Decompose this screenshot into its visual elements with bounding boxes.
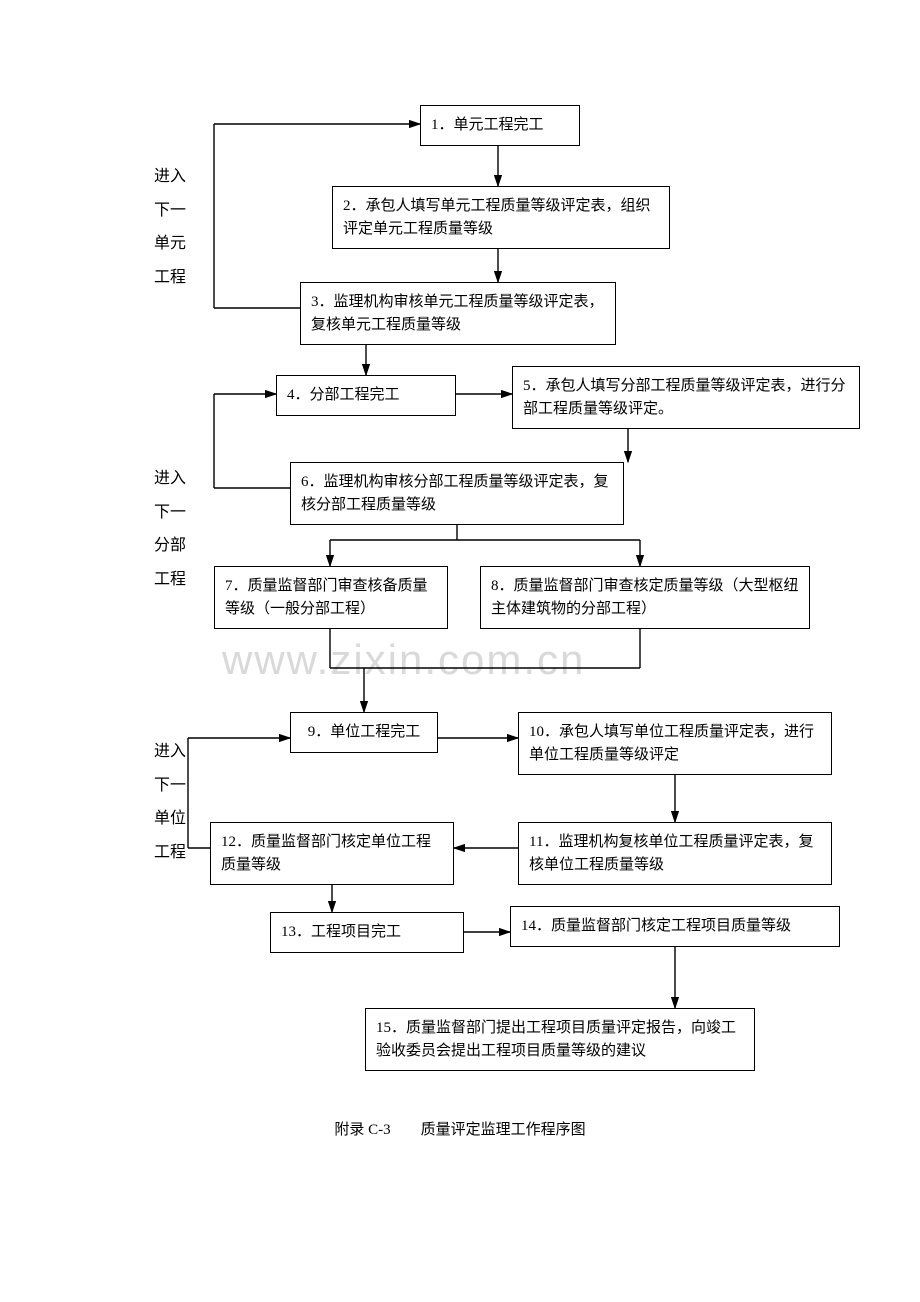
node-5: 5．承包人填写分部工程质量等级评定表，进行分部工程质量等级评定。 [512,366,860,429]
side-label-line: 单位 [154,802,186,836]
side-label-line: 下一 [154,194,186,228]
side-label-unit: 进入 下一 单元 工程 [154,160,186,294]
side-label-line: 工程 [154,836,186,870]
side-label-line: 工程 [154,563,186,597]
side-label-line: 进入 [154,160,186,194]
side-label-line: 下一 [154,496,186,530]
node-3: 3．监理机构审核单元工程质量等级评定表，复核单元工程质量等级 [300,282,616,345]
side-label-section: 进入 下一 分部 工程 [154,462,186,596]
side-label-line: 进入 [154,735,186,769]
side-label-line: 进入 [154,462,186,496]
node-12: 12．质量监督部门核定单位工程质量等级 [210,822,454,885]
side-label-line: 单元 [154,227,186,261]
figure-caption: 附录 C-3 质量评定监理工作程序图 [0,1118,920,1139]
side-label-line: 工程 [154,261,186,295]
side-label-line: 分部 [154,529,186,563]
node-14: 14．质量监督部门核定工程项目质量等级 [510,906,840,947]
node-11: 11．监理机构复核单位工程质量评定表，复核单位工程质量等级 [518,822,832,885]
node-7: 7．质量监督部门审查核备质量等级（一般分部工程） [214,566,448,629]
watermark-text: www.zixin.com.cn [222,636,585,684]
node-8: 8．质量监督部门审查核定质量等级（大型枢纽主体建筑物的分部工程） [480,566,810,629]
side-label-line: 下一 [154,769,186,803]
node-15: 15．质量监督部门提出工程项目质量评定报告，向竣工验收委员会提出工程项目质量等级… [365,1008,755,1071]
node-4: 4．分部工程完工 [276,375,456,416]
node-2: 2．承包人填写单元工程质量等级评定表，组织评定单元工程质量等级 [332,186,670,249]
node-10: 10．承包人填写单位工程质量评定表，进行单位工程质量等级评定 [518,712,832,775]
node-13: 13．工程项目完工 [270,912,464,953]
node-6: 6．监理机构审核分部工程质量等级评定表，复核分部工程质量等级 [290,462,624,525]
node-9: 9．单位工程完工 [290,712,438,753]
node-1: 1．单元工程完工 [420,105,580,146]
side-label-project: 进入 下一 单位 工程 [154,735,186,869]
